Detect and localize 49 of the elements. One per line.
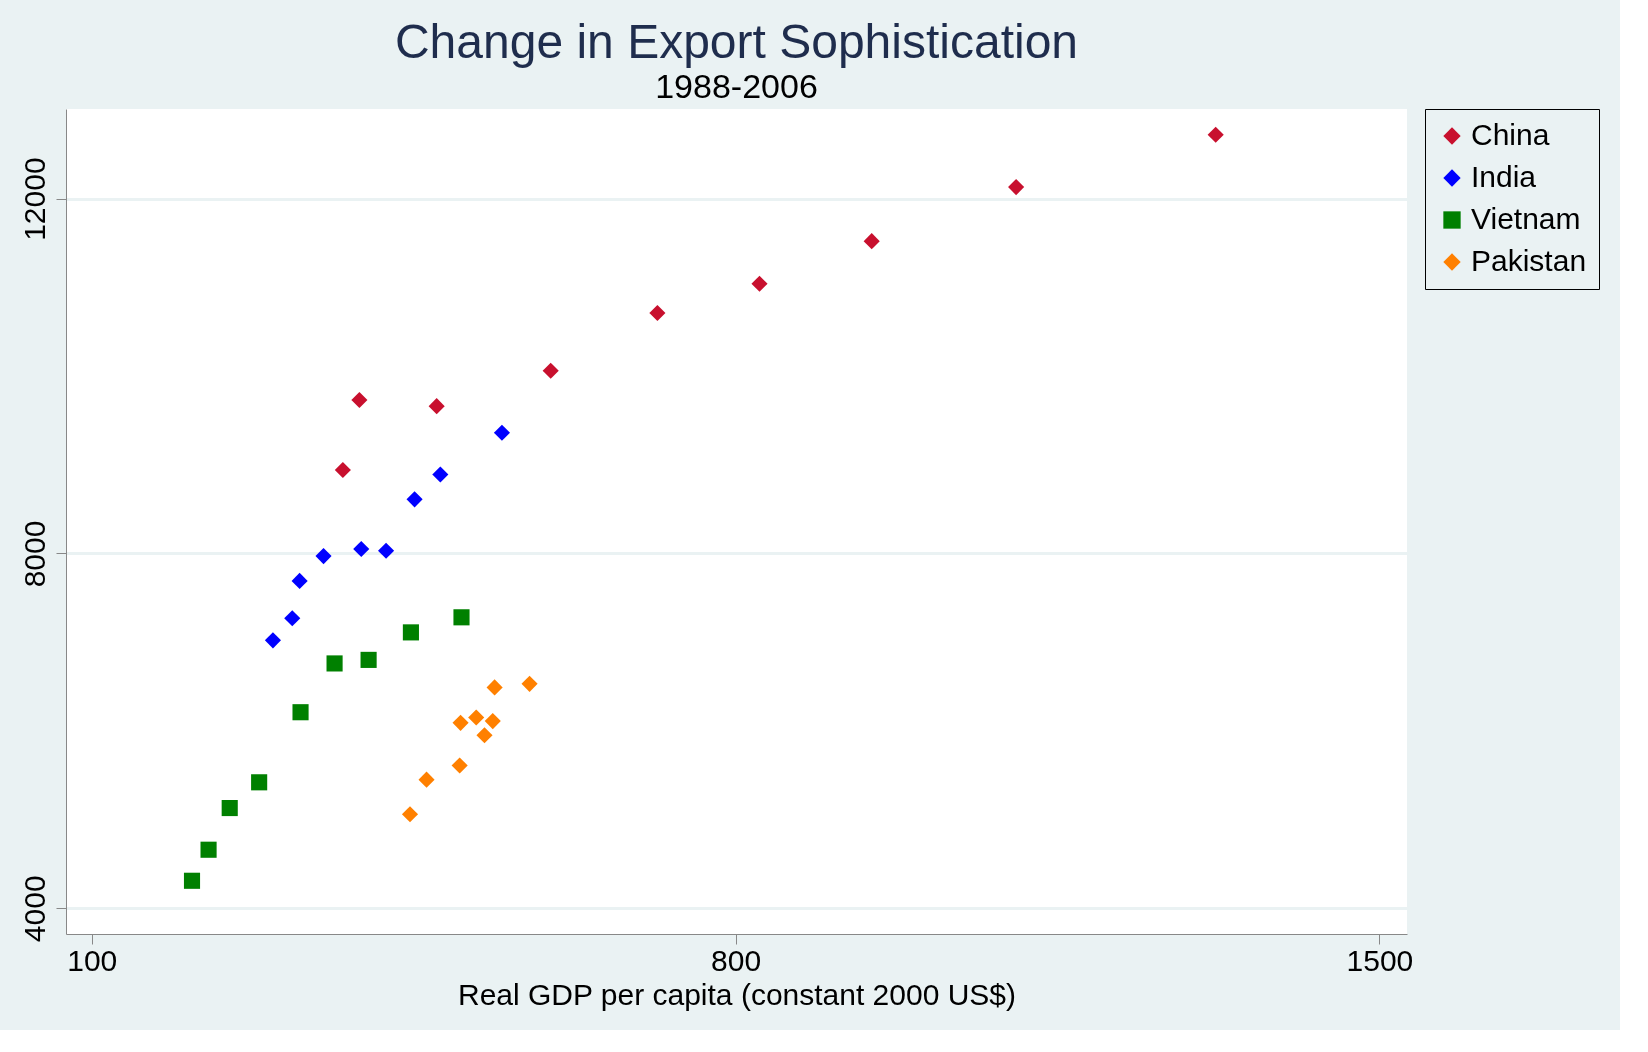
point — [521, 675, 538, 692]
point — [432, 466, 449, 483]
point — [378, 542, 395, 559]
point — [1008, 179, 1025, 196]
point — [221, 799, 238, 817]
y-tick-label: 8000 — [17, 520, 51, 588]
point — [863, 233, 880, 250]
legend-label: Vietnam — [1471, 202, 1581, 235]
point — [401, 806, 419, 823]
point — [486, 679, 503, 696]
point — [484, 713, 501, 730]
point — [751, 275, 768, 292]
point — [453, 609, 470, 626]
point — [451, 757, 468, 774]
chart-title: Change in Export Sophistication — [394, 15, 1079, 68]
point — [476, 727, 493, 744]
point — [360, 651, 377, 668]
point — [351, 391, 368, 409]
point — [251, 774, 268, 791]
point — [1207, 126, 1224, 143]
point — [200, 841, 217, 858]
point — [428, 398, 445, 415]
x-tick-label: 1500 — [1346, 943, 1414, 977]
x-axis-title: Real GDP per capita (constant 2000 US$) — [457, 977, 1017, 1011]
chart-subtitle: 1988-2006 — [655, 67, 818, 105]
point — [542, 362, 559, 379]
point — [284, 610, 301, 627]
legend-label: China — [1471, 118, 1550, 151]
point — [315, 548, 332, 565]
legend-label: Pakistan — [1471, 244, 1587, 277]
point — [353, 540, 370, 558]
point — [452, 714, 469, 731]
point — [649, 304, 666, 322]
point — [406, 491, 423, 508]
y-tick-label: 12000 — [17, 157, 51, 241]
point — [418, 771, 435, 788]
x-tick-label: 100 — [67, 943, 118, 977]
legend-label: India — [1471, 160, 1537, 193]
point — [183, 872, 201, 889]
point — [292, 704, 309, 721]
point — [334, 461, 351, 479]
point — [402, 624, 419, 641]
x-tick-label: 800 — [711, 943, 762, 977]
point — [264, 632, 282, 649]
point — [493, 424, 511, 441]
point — [326, 655, 343, 672]
point — [291, 572, 308, 589]
y-tick-label: 4000 — [17, 875, 51, 943]
point — [468, 709, 485, 726]
